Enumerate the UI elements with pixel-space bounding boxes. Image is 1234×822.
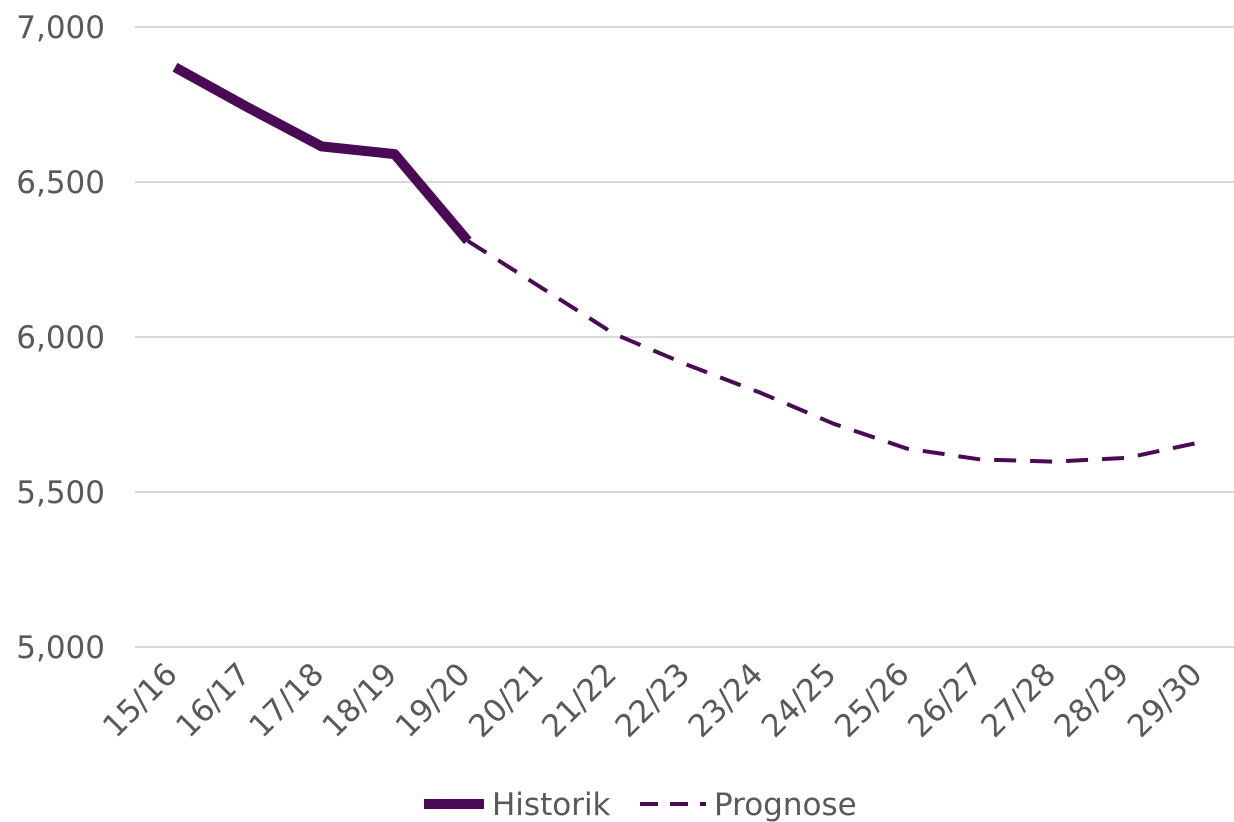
x-tick-label: 22/23 — [608, 656, 697, 745]
x-tick-label: 28/29 — [1048, 656, 1137, 745]
x-tick-label: 27/28 — [974, 656, 1063, 745]
x-tick-label: 29/30 — [1121, 656, 1210, 745]
y-tick-label: 7,000 — [16, 10, 105, 46]
series-line-prognose — [466, 239, 1201, 464]
x-tick-label: 16/17 — [169, 656, 258, 745]
series-lines — [172, 62, 1201, 464]
x-tick-label: 23/24 — [682, 656, 771, 745]
legend-label-prognose: Prognose — [714, 787, 857, 822]
x-axis-tick-labels: 15/1616/1717/1818/1919/2020/2121/2222/23… — [96, 656, 1209, 745]
series-line-historik — [172, 62, 472, 245]
gridlines — [135, 26, 1234, 648]
x-tick-label: 17/18 — [242, 656, 331, 745]
x-tick-label: 21/22 — [535, 656, 624, 745]
y-axis-tick-labels: 5,000 5,500 6,000 6,500 7,000 — [16, 10, 105, 666]
x-tick-label: 26/27 — [901, 656, 990, 745]
y-tick-label: 6,000 — [16, 320, 105, 356]
legend: Historik Prognose — [424, 787, 857, 822]
y-tick-label: 5,000 — [16, 630, 105, 666]
x-tick-label: 19/20 — [389, 656, 478, 745]
y-tick-label: 6,500 — [16, 165, 105, 201]
x-tick-label: 24/25 — [755, 656, 844, 745]
x-tick-label: 20/21 — [462, 656, 551, 745]
x-tick-label: 25/26 — [828, 656, 917, 745]
x-tick-label: 15/16 — [96, 656, 185, 745]
x-tick-label: 18/19 — [316, 656, 405, 745]
y-tick-label: 5,500 — [16, 475, 105, 511]
legend-label-historik: Historik — [492, 787, 611, 822]
